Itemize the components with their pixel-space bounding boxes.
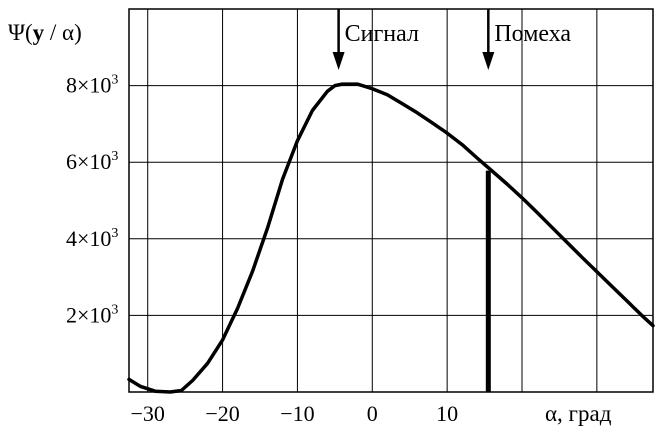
x-tick-label: −30 [131,401,165,426]
grid [129,9,653,392]
annotation-label: Сигнал [345,21,419,47]
x-tick-labels: −30 −20 −10 0 10 [131,401,459,426]
y-tick-label: 6×103 [66,149,118,174]
y-axis-title: Ψ(y / α) [8,20,82,45]
annotation-label: Помеха [494,21,571,47]
x-tick-label: 0 [367,401,378,426]
annotations: Сигнал Помеха [332,9,571,70]
y-tick-label: 2×103 [66,302,118,327]
down-arrow-icon [482,52,495,70]
y-tick-label: 4×103 [66,226,118,251]
x-tick-label: 10 [436,401,458,426]
x-tick-label: −10 [280,401,314,426]
x-axis-title: α, град [545,401,612,426]
series-line [127,82,655,394]
series-layer [127,82,655,394]
down-arrow-icon [332,52,345,70]
y-tick-labels: 2×103 4×103 6×103 8×103 [66,73,118,328]
x-tick-label: −20 [205,401,239,426]
plot-frame [128,8,654,393]
y-tick-label: 8×103 [66,73,118,98]
